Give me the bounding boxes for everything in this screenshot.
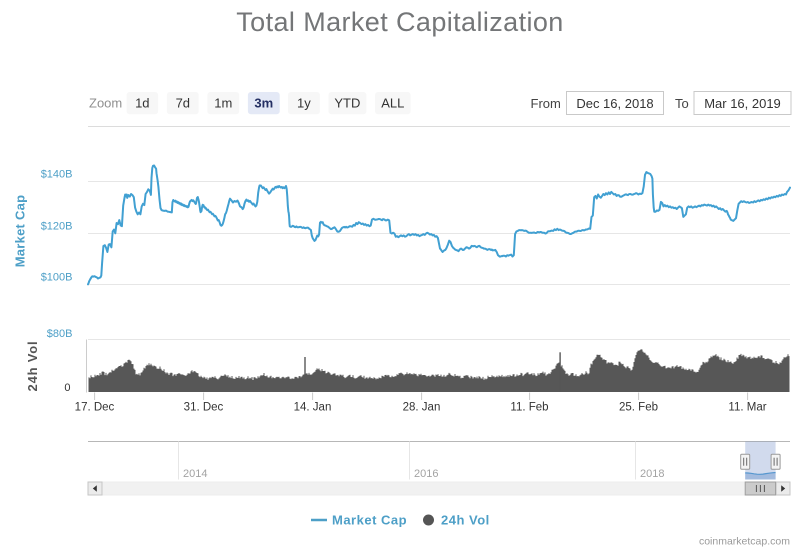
- svg-text:1m: 1m: [214, 96, 232, 111]
- svg-text:YTD: YTD: [334, 96, 360, 111]
- svg-text:Mar 16, 2019: Mar 16, 2019: [704, 96, 781, 111]
- svg-text:2016: 2016: [414, 468, 438, 480]
- svg-text:Dec 16, 2018: Dec 16, 2018: [576, 96, 653, 111]
- svg-text:0: 0: [64, 382, 70, 394]
- svg-text:$80B: $80B: [47, 328, 73, 340]
- svg-text:Zoom: Zoom: [89, 96, 122, 111]
- svg-text:3m: 3m: [254, 96, 273, 111]
- svg-text:31. Dec: 31. Dec: [184, 402, 224, 414]
- svg-text:28. Jan: 28. Jan: [403, 402, 441, 414]
- svg-text:17. Dec: 17. Dec: [75, 402, 115, 414]
- svg-text:Market Cap: Market Cap: [13, 195, 28, 268]
- svg-text:From: From: [531, 96, 561, 111]
- svg-text:25. Feb: 25. Feb: [619, 402, 658, 414]
- svg-text:24h Vol: 24h Vol: [441, 513, 490, 528]
- svg-text:2014: 2014: [183, 468, 207, 480]
- svg-text:24h Vol: 24h Vol: [25, 341, 40, 392]
- svg-text:$120B: $120B: [41, 221, 73, 233]
- svg-text:Total Market Capitalization: Total Market Capitalization: [236, 7, 563, 37]
- svg-text:Market Cap: Market Cap: [332, 513, 407, 528]
- svg-text:ALL: ALL: [381, 96, 404, 111]
- svg-text:coinmarketcap.com: coinmarketcap.com: [699, 536, 790, 548]
- svg-text:1y: 1y: [297, 96, 311, 111]
- svg-text:2018: 2018: [640, 468, 664, 480]
- svg-text:To: To: [675, 96, 689, 111]
- svg-text:11. Mar: 11. Mar: [728, 402, 766, 414]
- svg-text:11. Feb: 11. Feb: [510, 402, 548, 414]
- svg-text:$140B: $140B: [41, 169, 73, 181]
- svg-text:1d: 1d: [135, 96, 149, 111]
- svg-text:$100B: $100B: [41, 272, 73, 284]
- svg-text:14. Jan: 14. Jan: [294, 402, 332, 414]
- svg-text:7d: 7d: [176, 96, 190, 111]
